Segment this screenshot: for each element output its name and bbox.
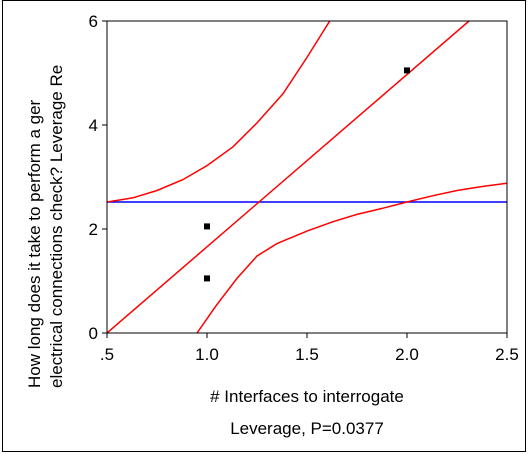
chart-caption: Leverage, P=0.0377 <box>230 419 384 438</box>
y-tick-label: 0 <box>89 324 98 343</box>
upper-confidence-curve <box>107 21 331 203</box>
x-tick-label: 2.5 <box>495 345 519 364</box>
data-point-3 <box>404 67 410 74</box>
fit-line <box>107 21 470 333</box>
y-axis-label-line-1: How long does it take to perform a ger <box>25 99 44 388</box>
y-tick-label: 4 <box>89 116 98 135</box>
x-tick-label: .5 <box>100 345 114 364</box>
x-axis-label: # Interfaces to interrogate <box>210 387 404 406</box>
y-tick-label: 2 <box>89 220 98 239</box>
lower-confidence-curve <box>196 182 507 333</box>
data-point-2 <box>204 275 210 282</box>
data-point-1 <box>204 223 210 230</box>
x-tick-label: 1.5 <box>295 345 319 364</box>
plot-area <box>106 20 508 334</box>
y-tick-label: 6 <box>89 12 98 31</box>
x-tick-label: 1.0 <box>195 345 219 364</box>
y-axis-label-line-2: electrical connections check? Leverage R… <box>47 65 66 388</box>
x-tick-label: 2.0 <box>395 345 419 364</box>
